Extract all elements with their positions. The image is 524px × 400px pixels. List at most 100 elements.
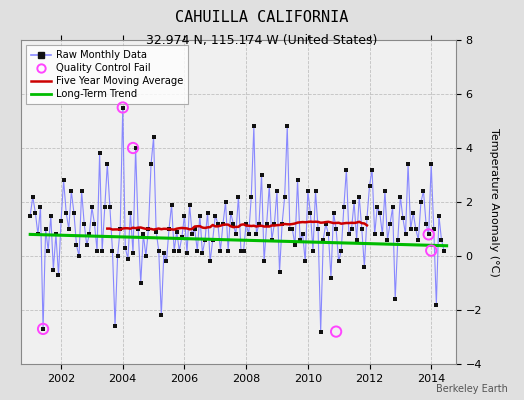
Point bbox=[172, 228, 181, 235]
Point bbox=[165, 226, 173, 232]
Point bbox=[381, 188, 389, 194]
Point bbox=[162, 258, 171, 265]
Point bbox=[167, 202, 176, 208]
Point bbox=[103, 161, 112, 167]
Point bbox=[270, 220, 279, 227]
Point bbox=[257, 172, 266, 178]
Point bbox=[391, 296, 399, 302]
Point bbox=[311, 188, 320, 194]
Point bbox=[396, 193, 405, 200]
Point bbox=[90, 220, 99, 227]
Point bbox=[275, 269, 283, 275]
Point bbox=[124, 256, 132, 262]
Point bbox=[249, 123, 258, 130]
Point bbox=[303, 188, 312, 194]
Point bbox=[360, 264, 368, 270]
Point bbox=[206, 258, 214, 265]
Point bbox=[155, 247, 163, 254]
Point bbox=[399, 215, 407, 222]
Point bbox=[118, 104, 127, 111]
Point bbox=[386, 220, 394, 227]
Point bbox=[278, 220, 286, 227]
Point bbox=[440, 247, 448, 254]
Point bbox=[126, 210, 135, 216]
Point bbox=[211, 212, 220, 219]
Point bbox=[237, 247, 245, 254]
Point bbox=[252, 231, 260, 238]
Point bbox=[234, 193, 243, 200]
Point bbox=[265, 182, 274, 189]
Point bbox=[41, 226, 50, 232]
Point bbox=[337, 247, 345, 254]
Point bbox=[175, 247, 183, 254]
Point bbox=[368, 166, 376, 173]
Point bbox=[72, 242, 81, 248]
Point bbox=[409, 210, 418, 216]
Point bbox=[198, 250, 206, 256]
Point bbox=[340, 204, 348, 210]
Point bbox=[52, 231, 60, 238]
Point bbox=[157, 312, 166, 318]
Point bbox=[193, 247, 202, 254]
Point bbox=[383, 237, 391, 243]
Point bbox=[438, 237, 446, 243]
Point bbox=[255, 220, 263, 227]
Point bbox=[195, 212, 204, 219]
Point bbox=[31, 210, 39, 216]
Point bbox=[245, 231, 253, 238]
Point bbox=[332, 328, 340, 335]
Point bbox=[401, 231, 410, 238]
Point bbox=[67, 188, 75, 194]
Point bbox=[324, 231, 333, 238]
Point bbox=[80, 220, 89, 227]
Point bbox=[376, 210, 384, 216]
Point bbox=[121, 245, 129, 251]
Point bbox=[424, 231, 433, 238]
Point bbox=[224, 247, 232, 254]
Point bbox=[191, 226, 199, 232]
Point bbox=[149, 134, 158, 140]
Y-axis label: Temperature Anomaly (°C): Temperature Anomaly (°C) bbox=[489, 128, 499, 276]
Point bbox=[188, 231, 196, 238]
Text: 32.974 N, 115.174 W (United States): 32.974 N, 115.174 W (United States) bbox=[146, 34, 378, 47]
Point bbox=[62, 210, 70, 216]
Point bbox=[345, 231, 353, 238]
Point bbox=[280, 193, 289, 200]
Point bbox=[57, 218, 66, 224]
Point bbox=[54, 272, 63, 278]
Point bbox=[435, 212, 443, 219]
Point bbox=[178, 234, 186, 240]
Point bbox=[342, 166, 351, 173]
Point bbox=[407, 226, 415, 232]
Point bbox=[283, 123, 291, 130]
Point bbox=[201, 237, 209, 243]
Point bbox=[301, 258, 310, 265]
Point bbox=[332, 226, 340, 232]
Point bbox=[83, 242, 91, 248]
Point bbox=[36, 204, 45, 210]
Point bbox=[363, 215, 371, 222]
Point bbox=[430, 226, 438, 232]
Point bbox=[137, 280, 145, 286]
Point bbox=[113, 253, 122, 259]
Point bbox=[98, 247, 106, 254]
Point bbox=[29, 193, 37, 200]
Point bbox=[183, 250, 191, 256]
Point bbox=[44, 247, 52, 254]
Point bbox=[268, 237, 276, 243]
Point bbox=[347, 226, 356, 232]
Point bbox=[229, 220, 237, 227]
Point bbox=[111, 323, 119, 330]
Point bbox=[239, 247, 248, 254]
Point bbox=[394, 237, 402, 243]
Point bbox=[319, 237, 328, 243]
Point bbox=[88, 204, 96, 210]
Point bbox=[147, 161, 155, 167]
Point bbox=[95, 150, 104, 156]
Point bbox=[322, 220, 330, 227]
Point bbox=[365, 182, 374, 189]
Point bbox=[226, 210, 235, 216]
Point bbox=[209, 237, 217, 243]
Point bbox=[424, 231, 433, 238]
Point bbox=[419, 188, 428, 194]
